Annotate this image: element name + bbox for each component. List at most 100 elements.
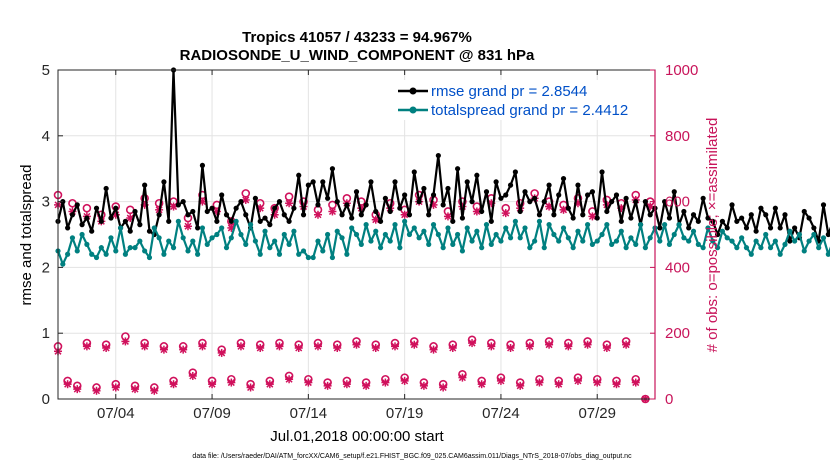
totalspread-point: [195, 251, 201, 257]
rmse-point: [705, 215, 711, 221]
obs-assimilated-marker: [545, 340, 554, 349]
rmse-point: [445, 185, 451, 192]
rmse-point: [522, 189, 528, 195]
totalspread-point: [469, 238, 475, 244]
totalspread-point: [402, 218, 408, 224]
rmse-point: [527, 199, 533, 205]
obs-assimilated-marker: [265, 380, 274, 389]
rmse-point: [792, 225, 798, 231]
totalspread-point: [103, 251, 109, 257]
totalspread-point: [825, 251, 830, 257]
obs-assimilated-marker: [246, 383, 255, 392]
totalspread-point: [820, 235, 827, 241]
obs-assimilated-marker: [63, 380, 72, 389]
legend: rmse grand pr = 2.8544 totalspread grand…: [393, 80, 653, 120]
obs-assimilated-marker: [169, 380, 178, 389]
chart-title: Tropics 41057 / 43233 = 94.967%: [242, 29, 472, 46]
obs-assimilated-marker: [92, 386, 101, 395]
totalspread-point: [320, 248, 326, 254]
totalspread-point: [117, 225, 124, 231]
x-axis-label: Jul.01,2018 00:00:00 start: [270, 428, 444, 445]
rmse-point: [358, 212, 364, 218]
rmse-point: [89, 228, 95, 234]
rmse-point: [507, 182, 514, 188]
rmse-point: [609, 199, 615, 205]
totalspread-point: [792, 238, 798, 244]
totalspread-point: [628, 235, 634, 241]
y-axis-left-label: rmse and totalspread: [18, 165, 35, 306]
obs-assimilated-marker: [525, 342, 534, 351]
rmse-point: [223, 212, 230, 218]
rmse-point: [772, 205, 778, 211]
totalspread-point: [382, 231, 388, 238]
obs-assimilated-marker: [179, 345, 188, 354]
obs-assimilated-marker: [496, 376, 505, 385]
data-file-footnote: data file: /Users/raeder/DAI/ATM_forcXX/…: [192, 453, 632, 460]
rmse-point: [315, 202, 321, 208]
totalspread-point: [79, 231, 85, 238]
totalspread-point: [589, 241, 596, 247]
rmse-point: [455, 166, 461, 172]
totalspread-point: [339, 235, 345, 241]
rmse-point: [426, 212, 432, 218]
rmse-point: [628, 215, 634, 221]
rmse-point: [233, 205, 239, 211]
y-right-tick-label: 200: [665, 325, 690, 342]
rmse-point: [532, 195, 538, 201]
rmse-point: [753, 228, 759, 234]
totalspread-point: [512, 218, 518, 224]
rmse-point: [209, 205, 215, 211]
totalspread-point: [662, 222, 668, 228]
rmse-point: [272, 205, 278, 211]
rmse-point: [763, 212, 769, 218]
totalspread-point: [710, 238, 716, 244]
totalspread-point: [816, 245, 822, 251]
totalspread-point: [397, 245, 403, 251]
obs-assimilated-marker: [241, 195, 250, 204]
obs-assimilated-marker: [188, 371, 197, 380]
totalspread-point: [613, 238, 620, 244]
rmse-point: [464, 179, 470, 185]
rmse-point: [406, 212, 413, 218]
totalspread-point: [753, 238, 759, 244]
totalspread-point: [676, 222, 682, 228]
obs-assimilated-marker: [622, 340, 631, 349]
totalspread-point: [166, 238, 172, 244]
obs-assimilated-marker: [487, 342, 496, 351]
totalspread-point: [580, 238, 586, 244]
rmse-point: [700, 195, 706, 201]
totalspread-point: [700, 245, 706, 251]
totalspread-point: [142, 248, 148, 254]
totalspread-point: [185, 248, 191, 254]
totalspread-point: [267, 245, 273, 251]
totalspread-point: [113, 248, 119, 254]
rmse-point: [69, 212, 76, 218]
totalspread-point: [705, 225, 711, 231]
totalspread-point: [180, 235, 186, 241]
obs-assimilated-marker: [429, 345, 438, 354]
legend-spread-label: totalspread grand pr = 2.4412: [431, 102, 628, 119]
totalspread-point: [411, 225, 417, 231]
rmse-point: [300, 212, 307, 218]
legend-rmse-marker: [409, 87, 417, 95]
rmse-point: [185, 212, 191, 218]
totalspread-point: [618, 228, 624, 234]
obs-assimilated-marker: [381, 378, 390, 387]
rmse-point: [325, 195, 331, 201]
y-right-tick-label: 800: [665, 128, 690, 145]
rmse-point: [618, 218, 624, 224]
obs-assimilated-marker: [477, 380, 486, 389]
rmse-point: [686, 225, 692, 231]
rmse-point: [353, 189, 360, 195]
obs-assimilated-marker: [140, 342, 149, 351]
axes: 07/04 07/09 07/14 07/19 07/24 07/29 0 1 2 3 4 5 0 200…: [42, 62, 699, 422]
rmse-point: [349, 215, 355, 221]
rmse-point: [787, 238, 793, 244]
obs-assimilated-marker: [419, 381, 428, 390]
rmse-point: [440, 202, 446, 208]
rmse-point: [382, 195, 388, 201]
rmse-point: [512, 169, 518, 175]
rmse-point: [387, 208, 393, 215]
totalspread-point: [257, 251, 263, 257]
totalspread-point: [503, 225, 509, 231]
